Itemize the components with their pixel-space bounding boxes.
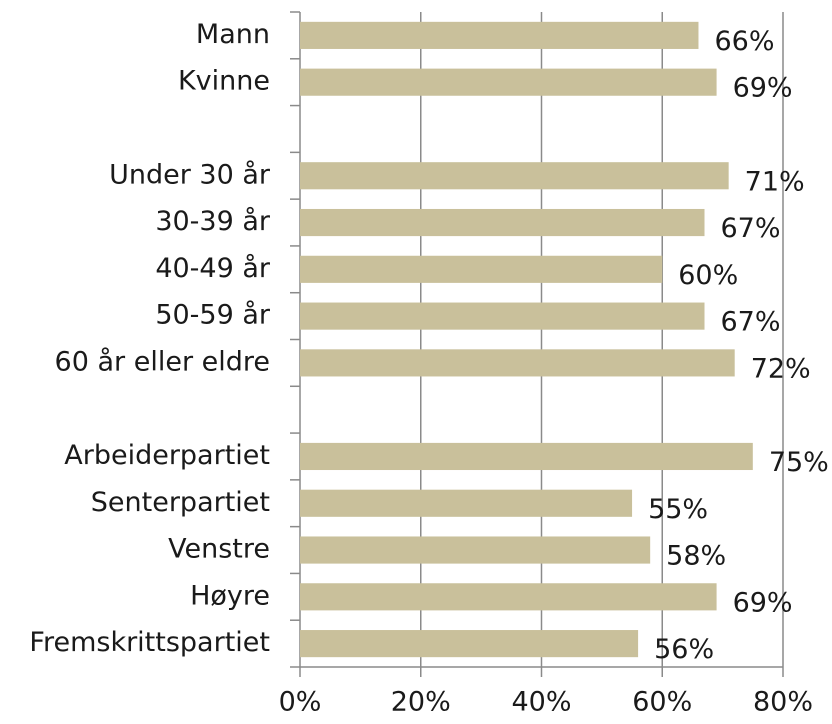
bar xyxy=(300,68,717,96)
bar xyxy=(300,349,735,377)
value-label: 55% xyxy=(648,494,708,525)
value-label: 69% xyxy=(733,73,793,104)
bar xyxy=(300,442,753,471)
y-tick-label: 60 år eller eldre xyxy=(55,346,270,377)
y-tick-label: Senterpartiet xyxy=(91,487,270,518)
bar xyxy=(300,489,633,517)
x-tick-label: 40% xyxy=(511,687,571,718)
value-label: 66% xyxy=(714,26,774,57)
value-label: 60% xyxy=(678,260,738,291)
value-label: 72% xyxy=(751,353,811,384)
y-tick-label: Under 30 år xyxy=(109,159,271,190)
value-label: 69% xyxy=(733,587,793,618)
y-tick-label: Kvinne xyxy=(178,66,270,97)
y-tick-label: 30-39 år xyxy=(155,206,271,237)
bar xyxy=(300,536,651,564)
x-tick-label: 80% xyxy=(753,687,813,718)
y-tick-label: Fremskrittspartiet xyxy=(29,627,270,658)
y-tick-label: Høyre xyxy=(190,580,270,611)
bar xyxy=(300,630,639,658)
value-label: 75% xyxy=(769,447,829,478)
y-tick-label: Mann xyxy=(196,19,270,50)
value-label: 67% xyxy=(721,307,781,338)
bar xyxy=(300,302,705,330)
bar xyxy=(300,21,699,49)
y-tick-label: Arbeiderpartiet xyxy=(64,440,270,471)
x-tick-label: 20% xyxy=(391,687,451,718)
x-tick-label: 60% xyxy=(632,687,692,718)
value-label: 58% xyxy=(666,541,726,572)
y-tick-label: Venstre xyxy=(168,534,270,565)
value-label: 71% xyxy=(745,166,805,197)
y-tick-label: 40-49 år xyxy=(155,253,271,284)
value-label: 67% xyxy=(721,213,781,244)
bar xyxy=(300,255,663,283)
bar xyxy=(300,583,717,611)
bar xyxy=(300,208,705,237)
value-label: 56% xyxy=(654,634,714,665)
bar xyxy=(300,162,729,190)
x-tick-label: 0% xyxy=(279,687,322,718)
y-tick-label: 50-59 år xyxy=(155,300,271,331)
